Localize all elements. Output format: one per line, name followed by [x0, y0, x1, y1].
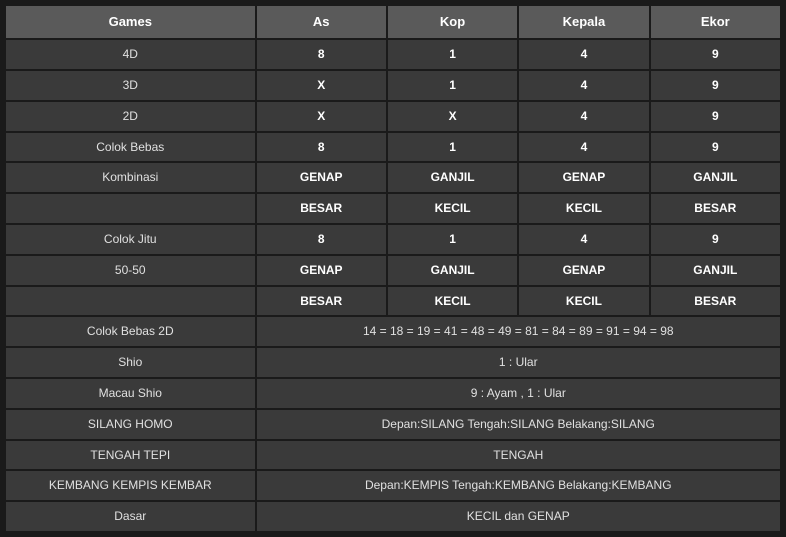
row-value-ekor: 9 — [651, 40, 780, 69]
row-value-ekor: 9 — [651, 133, 780, 162]
header-kop: Kop — [388, 6, 517, 38]
row-value-as: GENAP — [257, 256, 386, 285]
row-value-kepala: 4 — [519, 225, 648, 254]
row-value-kop: KECIL — [388, 194, 517, 223]
row-value-ekor: BESAR — [651, 287, 780, 316]
span-row-label: KEMBANG KEMPIS KEMBAR — [6, 471, 255, 500]
span-row-label: SILANG HOMO — [6, 410, 255, 439]
span-row-value: TENGAH — [257, 441, 780, 470]
table-row: KombinasiGENAPGANJILGENAPGANJIL — [6, 163, 780, 192]
row-label: 2D — [6, 102, 255, 131]
row-value-as: BESAR — [257, 287, 386, 316]
table-header-row: Games As Kop Kepala Ekor — [6, 6, 780, 38]
table-row-span: Shio1 : Ular — [6, 348, 780, 377]
row-value-kop: X — [388, 102, 517, 131]
row-value-kepala: GENAP — [519, 163, 648, 192]
row-value-kepala: GENAP — [519, 256, 648, 285]
table-row: 50-50GENAPGANJILGENAPGANJIL — [6, 256, 780, 285]
row-label: Kombinasi — [6, 163, 255, 192]
row-label: Colok Jitu — [6, 225, 255, 254]
row-value-kepala: 4 — [519, 102, 648, 131]
row-value-kop: 1 — [388, 40, 517, 69]
row-value-kop: 1 — [388, 133, 517, 162]
table-row-span: SILANG HOMODepan:SILANG Tengah:SILANG Be… — [6, 410, 780, 439]
row-value-kepala: 4 — [519, 71, 648, 100]
row-label: 50-50 — [6, 256, 255, 285]
table-body: 4D81493DX1492DXX49Colok Bebas8149Kombina… — [6, 40, 780, 531]
row-label — [6, 194, 255, 223]
table-row: Colok Jitu8149 — [6, 225, 780, 254]
row-value-ekor: GANJIL — [651, 163, 780, 192]
row-value-as: X — [257, 102, 386, 131]
span-row-value: 1 : Ular — [257, 348, 780, 377]
row-value-as: BESAR — [257, 194, 386, 223]
row-value-ekor: 9 — [651, 225, 780, 254]
row-value-as: GENAP — [257, 163, 386, 192]
table-row-span: KEMBANG KEMPIS KEMBARDepan:KEMPIS Tengah… — [6, 471, 780, 500]
span-row-label: Dasar — [6, 502, 255, 531]
table-row: 2DXX49 — [6, 102, 780, 131]
row-label: Colok Bebas — [6, 133, 255, 162]
row-value-kepala: 4 — [519, 133, 648, 162]
row-value-as: X — [257, 71, 386, 100]
table-row-span: Colok Bebas 2D14 = 18 = 19 = 41 = 48 = 4… — [6, 317, 780, 346]
row-value-kepala: KECIL — [519, 194, 648, 223]
header-as: As — [257, 6, 386, 38]
span-row-value: KECIL dan GENAP — [257, 502, 780, 531]
span-row-label: TENGAH TEPI — [6, 441, 255, 470]
row-label: 4D — [6, 40, 255, 69]
row-value-as: 8 — [257, 133, 386, 162]
table-row: 3DX149 — [6, 71, 780, 100]
row-value-ekor: 9 — [651, 71, 780, 100]
row-value-kop: KECIL — [388, 287, 517, 316]
header-kepala: Kepala — [519, 6, 648, 38]
table-row-span: DasarKECIL dan GENAP — [6, 502, 780, 531]
row-value-kop: 1 — [388, 225, 517, 254]
table-row: BESARKECILKECILBESAR — [6, 194, 780, 223]
table-row: Colok Bebas8149 — [6, 133, 780, 162]
result-table: Games As Kop Kepala Ekor 4D81493DX1492DX… — [4, 4, 782, 533]
span-row-value: 9 : Ayam , 1 : Ular — [257, 379, 780, 408]
span-row-label: Colok Bebas 2D — [6, 317, 255, 346]
span-row-value: Depan:KEMPIS Tengah:KEMBANG Belakang:KEM… — [257, 471, 780, 500]
row-value-kepala: 4 — [519, 40, 648, 69]
row-value-kepala: KECIL — [519, 287, 648, 316]
table-row-span: Macau Shio9 : Ayam , 1 : Ular — [6, 379, 780, 408]
span-row-label: Macau Shio — [6, 379, 255, 408]
row-value-as: 8 — [257, 225, 386, 254]
row-label — [6, 287, 255, 316]
table-row: 4D8149 — [6, 40, 780, 69]
span-row-value: Depan:SILANG Tengah:SILANG Belakang:SILA… — [257, 410, 780, 439]
row-value-ekor: GANJIL — [651, 256, 780, 285]
span-row-value: 14 = 18 = 19 = 41 = 48 = 49 = 81 = 84 = … — [257, 317, 780, 346]
row-value-kop: GANJIL — [388, 163, 517, 192]
row-value-kop: GANJIL — [388, 256, 517, 285]
row-value-ekor: 9 — [651, 102, 780, 131]
header-ekor: Ekor — [651, 6, 780, 38]
row-value-ekor: BESAR — [651, 194, 780, 223]
row-value-as: 8 — [257, 40, 386, 69]
table-row: BESARKECILKECILBESAR — [6, 287, 780, 316]
row-value-kop: 1 — [388, 71, 517, 100]
row-label: 3D — [6, 71, 255, 100]
header-games: Games — [6, 6, 255, 38]
span-row-label: Shio — [6, 348, 255, 377]
table-row-span: TENGAH TEPITENGAH — [6, 441, 780, 470]
